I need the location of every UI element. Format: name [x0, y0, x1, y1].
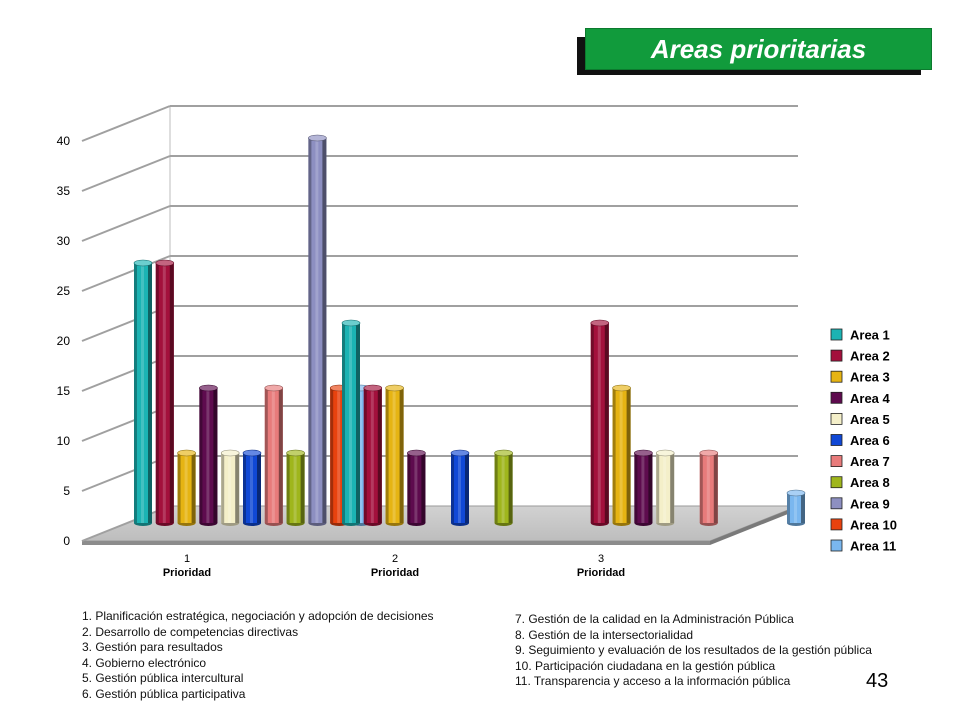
bar-3-area-7: [699, 449, 719, 526]
y-tick-label: 5: [63, 484, 70, 498]
legend-swatch: [830, 539, 843, 552]
category-number: 2: [392, 553, 398, 565]
legend-label: Area 8: [850, 475, 890, 490]
note-line: 11. Transparencia y acceso a la informac…: [515, 674, 791, 689]
bar-2-area-3: [385, 384, 404, 526]
bar-1-area-8: [286, 449, 305, 526]
legend-swatch: [830, 349, 843, 362]
bar-3-area-11: [786, 489, 806, 526]
legend-swatch: [830, 370, 843, 383]
category-label: Prioridad: [163, 567, 211, 579]
note-line: 6. Gestión pública participativa: [82, 686, 246, 701]
legend-swatch: [830, 391, 843, 404]
note-line: 9. Seguimiento y evaluación de los resul…: [515, 643, 872, 658]
bar-2-area-1: [341, 319, 361, 526]
gridline-side: [81, 155, 171, 192]
y-tick-label: 30: [57, 234, 71, 248]
legend-label: Area 1: [850, 328, 890, 343]
floor-side-edge: [710, 506, 798, 545]
category-label: Prioridad: [371, 567, 419, 579]
bar-3-area-4: [634, 449, 653, 526]
page-title: Areas prioritarias: [585, 28, 932, 70]
note-line: 5. Gestión pública intercultural: [82, 671, 244, 686]
y-tick-label: 20: [57, 334, 71, 348]
legend-label: Area 6: [850, 433, 890, 448]
gridline-side: [81, 355, 171, 392]
bar-3-area-5: [655, 449, 675, 526]
legend-label: Area 3: [850, 370, 890, 385]
legend-label: Area 10: [850, 517, 897, 532]
bar-2-area-4: [407, 449, 426, 526]
note-line: 3. Gestión para resultados: [82, 640, 223, 655]
bar-1-area-7: [264, 384, 284, 526]
note-line: 4. Gobierno electrónico: [82, 655, 207, 670]
legend-swatch: [830, 434, 843, 446]
bar-1-area-3: [177, 449, 196, 526]
category-number: 3: [598, 553, 604, 565]
category-number: 1: [184, 553, 190, 565]
bar-2-area-2: [363, 384, 383, 526]
floor-front-edge: [82, 541, 710, 545]
y-tick-label: 40: [57, 134, 71, 148]
y-tick-label: 35: [57, 184, 71, 198]
x-axis: 1 Prioridad 2 Prioridad 3 Prioridad: [163, 553, 625, 579]
y-tick-label: 0: [63, 534, 70, 548]
bar-2-area-8: [494, 449, 513, 526]
bar-1-area-4: [199, 384, 218, 526]
legend-swatch: [830, 328, 843, 341]
category-label: Prioridad: [577, 567, 625, 579]
notes-left: 1. Planificación estratégica, negociació…: [82, 609, 434, 703]
gridline-side: [81, 405, 171, 442]
bar-3-area-3: [612, 384, 631, 526]
legend-swatch: [830, 518, 843, 531]
bar-1-area-5: [220, 449, 240, 526]
legend-label: Area 11: [850, 539, 896, 554]
note-line: 8. Gestión de la intersectorialidad: [515, 627, 694, 642]
bar-1-area-1: [133, 259, 153, 526]
gridline-side: [81, 305, 171, 342]
legend-swatch: [830, 412, 843, 425]
legend: Area 1 Area 2 Area 3 Area 4 Area 5 Area 6 Area…: [830, 328, 897, 554]
bar-1-area-6: [242, 449, 262, 526]
y-tick-label: 15: [57, 384, 71, 398]
legend-swatch: [830, 497, 843, 510]
legend-swatch: [830, 455, 843, 468]
note-line: 7. Gestión de la calidad en la Administr…: [515, 612, 794, 626]
page-number: 43: [866, 670, 889, 692]
gridline-side: [81, 205, 171, 242]
gridline-side: [81, 455, 171, 492]
bar-1-area-2: [155, 259, 175, 526]
notes-right: 7. Gestión de la calidad en la Administr…: [515, 612, 872, 690]
gridline-side: [81, 505, 171, 542]
legend-label: Area 7: [850, 454, 890, 469]
y-tick-label: 25: [57, 284, 71, 298]
gridline-side: [81, 105, 171, 142]
note-line: 2. Desarrollo de competencias directivas: [82, 624, 299, 639]
legend-label: Area 4: [850, 391, 891, 406]
legend-label: Area 5: [850, 412, 890, 427]
legend-label: Area 9: [850, 496, 890, 511]
legend-swatch: [830, 476, 843, 489]
y-axis: 0 5 10 15 20 25 30 35 40: [57, 134, 71, 548]
gridline-side: [81, 255, 171, 292]
bar-1-area-9: [308, 134, 327, 526]
bar-3-area-2: [590, 319, 610, 526]
chart-bars: [133, 134, 806, 526]
note-line: 1. Planificación estratégica, negociació…: [82, 609, 434, 623]
legend-label: Area 2: [850, 349, 890, 364]
y-tick-label: 10: [57, 434, 71, 448]
bar-2-area-6: [450, 449, 470, 526]
note-line: 10. Participación ciudadana en la gestió…: [515, 658, 776, 673]
